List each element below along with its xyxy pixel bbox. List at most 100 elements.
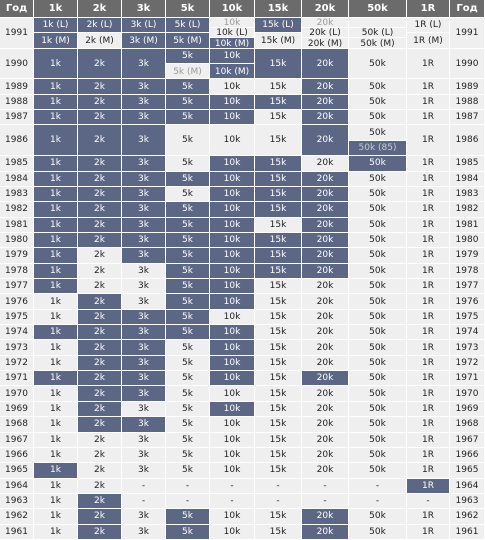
table-cell: 1k — [34, 340, 78, 356]
table-cell: 50k — [349, 325, 407, 341]
table-cell: 15k — [255, 125, 302, 157]
table-cell: 1k — [34, 202, 78, 218]
table-cell: 15k — [255, 355, 302, 372]
year-label: 1988 — [0, 94, 34, 111]
year-label: 1969 — [0, 401, 34, 418]
table-cell: 1k — [34, 355, 78, 372]
table-cell: 1R — [407, 79, 450, 95]
table-cell: 50k — [349, 355, 407, 372]
table-cell-part: 3k (M) — [122, 33, 165, 48]
table-cell: 1k — [34, 478, 78, 494]
table-cell: 15k — [255, 202, 302, 218]
table-cell: 20k — [302, 94, 349, 111]
table-cell-part: 5k (L) — [166, 18, 209, 34]
table-cell: 20k — [302, 371, 349, 387]
table-cell: 1k — [34, 186, 78, 203]
table-cell: 5k — [166, 325, 210, 341]
table-cell-part: 5k (M) — [166, 64, 209, 79]
table-cell: 20k — [302, 340, 349, 356]
table-cell: 20k — [302, 202, 349, 218]
table-cell-part: 1k (M) — [34, 33, 77, 48]
table-cell: 1k — [34, 493, 78, 510]
table-cell: 10k — [210, 386, 255, 402]
table-cell-part: 1k (L) — [34, 18, 77, 34]
table-cell: 1R — [407, 325, 450, 341]
table-cell: 15k — [255, 48, 302, 80]
table-cell: 2k (L) 2k (M) — [78, 18, 122, 49]
year-label: 1973 — [450, 340, 485, 356]
year-label: 1965 — [450, 463, 485, 479]
year-label: 1964 — [450, 478, 485, 494]
table-cell: 10k — [210, 432, 255, 448]
table-cell: 2k — [78, 432, 122, 448]
table-cell: 1R — [407, 156, 450, 172]
year-label: 1983 — [0, 186, 34, 203]
table-cell: 2k — [78, 386, 122, 402]
year-label: 1966 — [0, 447, 34, 464]
year-label: 1978 — [450, 263, 485, 279]
table-cell: 10k — [210, 355, 255, 372]
table-cell: 10k — [210, 524, 255, 540]
table-cell: 10k — [210, 263, 255, 279]
table-cell: 10k — [210, 186, 255, 203]
table-cell: 10k — [210, 125, 255, 157]
table-cell: 3k — [122, 447, 166, 464]
table-cell: 5k — [166, 309, 210, 326]
table-cell: 2k — [78, 524, 122, 540]
table-cell: 3k — [122, 79, 166, 95]
table-cell: 15k — [255, 79, 302, 95]
year-label: 1983 — [450, 186, 485, 203]
year-label: 1970 — [0, 386, 34, 402]
table-cell: 1R — [407, 401, 450, 418]
table-cell-part: 15k (M) — [255, 33, 301, 48]
column-header: 10k — [210, 0, 255, 18]
table-cell: 1k — [34, 171, 78, 187]
table-cell: 1R — [407, 432, 450, 448]
table-cell: 20k — [302, 509, 349, 525]
table-cell: 1R — [407, 110, 450, 126]
table-cell: 1R — [407, 279, 450, 295]
year-label: 1990 — [0, 48, 34, 80]
column-header: 15k — [255, 0, 302, 18]
table-cell: 2k — [78, 417, 122, 433]
table-cell: 15k (L) 15k (M) — [255, 18, 302, 49]
table-cell: 2k — [78, 279, 122, 295]
table-cell: 15k — [255, 248, 302, 264]
year-label: 1962 — [0, 509, 34, 525]
table-cell: - — [210, 493, 255, 510]
year-label: 1980 — [0, 232, 34, 249]
table-cell: 1R — [407, 340, 450, 356]
table-cell: 50k — [349, 447, 407, 464]
table-cell-part: 10k (M) — [210, 38, 254, 48]
table-cell: 10k — [210, 325, 255, 341]
table-cell: 3k — [122, 202, 166, 218]
table-cell: 15k — [255, 94, 302, 111]
year-label: 1976 — [450, 294, 485, 310]
table-cell-part: 50k — [349, 125, 406, 141]
table-cell: 15k — [255, 417, 302, 433]
year-label: 1978 — [0, 263, 34, 279]
table-cell: 50k — [349, 217, 407, 233]
year-label: 1986 — [450, 125, 485, 157]
table-cell: - — [166, 493, 210, 510]
table-cell: 10k — [210, 309, 255, 326]
table-cell: 20k — [302, 294, 349, 310]
table-cell: 2k — [78, 509, 122, 525]
table-cell: 10k — [210, 509, 255, 525]
year-label: 1977 — [450, 279, 485, 295]
table-cell: 2k — [78, 263, 122, 279]
table-cell: 15k — [255, 325, 302, 341]
table-cell: 15k — [255, 186, 302, 203]
table-cell: 3k — [122, 217, 166, 233]
table-cell: 20k — [302, 186, 349, 203]
table-cell: 3k — [122, 232, 166, 249]
table-cell: 5k — [166, 156, 210, 172]
column-header: Год — [450, 0, 485, 18]
table-cell: 5k — [166, 524, 210, 540]
table-cell: 15k — [255, 509, 302, 525]
table-cell: 3k — [122, 386, 166, 402]
table-cell: 1R — [407, 509, 450, 525]
table-cell: 2k — [78, 309, 122, 326]
table-cell: 20k — [302, 432, 349, 448]
table-cell: 50k — [349, 401, 407, 418]
